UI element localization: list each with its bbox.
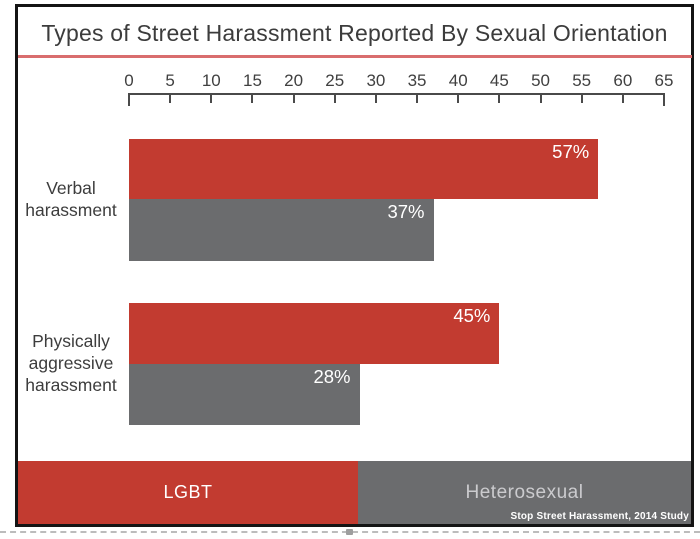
tick-mark <box>251 95 254 103</box>
legend-label-lgbt: LGBT <box>163 482 213 502</box>
legend-item-heterosexual: Heterosexual <box>358 461 691 524</box>
tick-label: 45 <box>489 71 509 90</box>
bar-physical-heterosexual: 28% <box>129 364 360 425</box>
tick-label: 15 <box>242 71 262 90</box>
selection-handle[interactable] <box>346 529 353 535</box>
bar-value-label: 45% <box>453 305 491 326</box>
bar-verbal-heterosexual: 37% <box>129 199 434 261</box>
tick-mark <box>333 95 336 103</box>
x-axis: 0 5 10 15 20 25 30 35 40 45 50 55 60 65 <box>0 0 700 110</box>
source-credit: Stop Street Harassment, 2014 Study <box>510 511 689 522</box>
title-underline <box>18 55 692 58</box>
tick-label: 25 <box>325 71 345 90</box>
legend-item-lgbt: LGBT <box>18 461 358 524</box>
tick-mark <box>539 95 542 103</box>
bar-physical-lgbt: 45% <box>129 303 500 364</box>
tick-label: 65 <box>654 71 674 90</box>
tick-mark <box>663 95 665 106</box>
tick-mark <box>457 95 460 103</box>
tick-label: 20 <box>284 71 304 90</box>
tick-label: 0 <box>124 71 134 90</box>
tick-label: 35 <box>407 71 427 90</box>
bar-value-label: 57% <box>552 141 590 162</box>
tick-mark <box>292 95 295 103</box>
chart-frame <box>15 4 694 527</box>
legend-label-heterosexual: Heterosexual <box>465 481 584 503</box>
tick-label: 55 <box>572 71 592 90</box>
tick-mark <box>169 95 172 103</box>
tick-mark <box>374 95 377 103</box>
category-label-verbal: Verbal harassment <box>25 178 117 220</box>
tick-mark <box>128 95 130 106</box>
tick-label: 10 <box>201 71 221 90</box>
tick-label: 30 <box>366 71 386 90</box>
category-label-physically-aggressive: Physically aggressive harassment <box>25 331 117 395</box>
bar-verbal-lgbt: 57% <box>129 139 599 199</box>
tick-mark <box>498 95 501 103</box>
tick-label: 5 <box>165 71 175 90</box>
tick-mark <box>210 95 213 103</box>
bar-value-label: 37% <box>387 201 425 222</box>
tick-label: 60 <box>613 71 633 90</box>
bar-value-label: 28% <box>313 366 351 387</box>
tick-label: 40 <box>448 71 468 90</box>
tick-mark <box>621 95 624 103</box>
tick-mark <box>580 95 583 103</box>
axis-line <box>128 93 665 95</box>
chart-title: Types of Street Harassment Reported By S… <box>41 20 668 46</box>
tick-mark <box>416 95 419 103</box>
tick-label: 50 <box>531 71 550 90</box>
